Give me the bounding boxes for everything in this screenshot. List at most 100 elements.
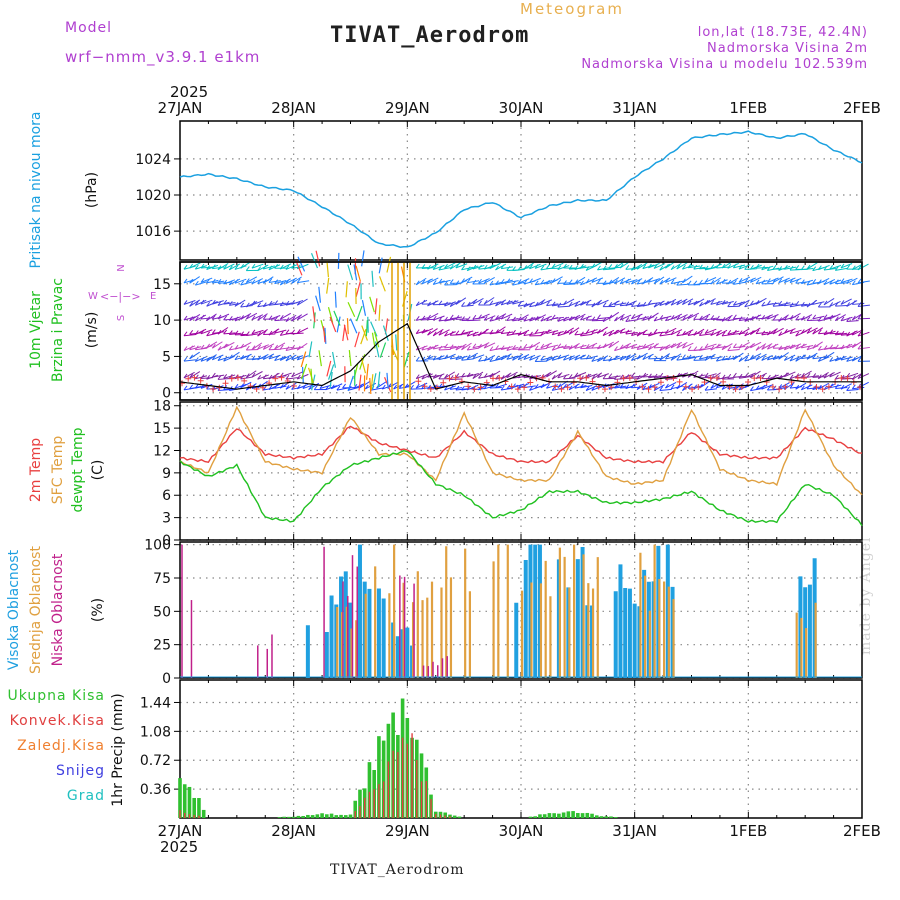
wind-barb-tick bbox=[710, 354, 715, 360]
wind-barb bbox=[738, 264, 751, 270]
wind-barb-tick bbox=[574, 355, 579, 361]
wind-barb bbox=[818, 356, 830, 362]
conv-precip-bar bbox=[420, 781, 423, 818]
wind-barb-tick bbox=[642, 343, 647, 349]
conv-precip-bar bbox=[354, 811, 356, 818]
conv-precip-bar bbox=[373, 789, 375, 818]
wind-barb-tick bbox=[540, 331, 545, 336]
wind-barb-tick bbox=[670, 343, 675, 349]
wind-barb bbox=[586, 355, 598, 360]
wind-barb bbox=[648, 302, 661, 305]
wind-barb-tick bbox=[738, 301, 743, 307]
wind-barb-tick bbox=[648, 277, 652, 283]
wind-barb bbox=[517, 329, 530, 336]
wind-barb-tick bbox=[534, 280, 539, 286]
wind-barb-tick bbox=[455, 330, 460, 336]
wind-gust-mark bbox=[676, 378, 683, 385]
wind-barb-tick bbox=[200, 329, 205, 335]
wind-barb-tick bbox=[800, 301, 805, 307]
date-label-top: 29JAN bbox=[385, 99, 430, 117]
wind-barb bbox=[189, 346, 202, 351]
wind-barb-tick bbox=[619, 328, 624, 334]
wind-gust-mark bbox=[564, 384, 571, 391]
wind-barb-tick bbox=[659, 386, 664, 391]
wind-barb-storm bbox=[300, 363, 308, 380]
wind-barb bbox=[551, 276, 563, 283]
wind-barb-tick bbox=[517, 301, 522, 307]
wind-barb bbox=[659, 388, 672, 391]
wind-barb bbox=[455, 318, 468, 320]
wind-barb-tick bbox=[506, 266, 511, 271]
wind-barb-tick bbox=[285, 265, 290, 270]
wind-barb-tick bbox=[529, 355, 533, 361]
wind-barb bbox=[274, 319, 287, 322]
wind-barb bbox=[574, 333, 587, 336]
wind-barb-tick bbox=[217, 301, 222, 306]
wind-barb-tick bbox=[608, 331, 613, 337]
wind-barb-storm bbox=[354, 331, 360, 348]
wind-barb-tick bbox=[495, 301, 499, 307]
wind-barb-tick bbox=[189, 354, 194, 360]
wind-barb bbox=[546, 355, 558, 362]
wind-barb-tick bbox=[761, 279, 766, 285]
total-precip-bar bbox=[367, 762, 372, 818]
wind-barb bbox=[229, 278, 241, 286]
wind-barb-tick bbox=[642, 301, 647, 307]
wind-barb-tick bbox=[557, 354, 562, 360]
wind-barb-tick bbox=[710, 331, 715, 336]
wind-barb-tick bbox=[716, 263, 720, 269]
wind-barb bbox=[585, 385, 598, 392]
wind-barb-tick bbox=[761, 265, 766, 271]
wind-barb-tick bbox=[268, 300, 273, 306]
model-name: wrf−nmm_v3.9.1 e1km bbox=[65, 48, 261, 66]
wind-barb-storm bbox=[353, 264, 358, 281]
wind-barb bbox=[223, 374, 236, 379]
wind-barb-tick bbox=[659, 301, 664, 306]
wind-barb bbox=[348, 386, 360, 391]
wind-barb-tick bbox=[625, 355, 630, 361]
wind-barb-tick bbox=[506, 331, 511, 336]
wind-barb-tick bbox=[568, 316, 573, 321]
wind-barb-tick bbox=[619, 374, 624, 380]
wind-barb-tick bbox=[732, 355, 737, 361]
compass-arrow: <−|−> bbox=[100, 290, 141, 303]
wind-barb-tick bbox=[580, 331, 584, 337]
wind-barb bbox=[568, 314, 581, 321]
wind-barb-tick bbox=[500, 345, 505, 350]
wind-barb-tick bbox=[240, 302, 245, 308]
wind-barb-tick bbox=[857, 357, 862, 362]
wind-barb-tick bbox=[461, 329, 465, 335]
wind-barb bbox=[223, 302, 236, 305]
panel-frame bbox=[179, 120, 863, 261]
wind-barb-tick bbox=[574, 372, 579, 378]
wind-barb-tick bbox=[489, 300, 494, 306]
wind-barb-tick bbox=[291, 344, 296, 350]
wind-barb-tick bbox=[483, 328, 488, 334]
wind-barb-tick bbox=[687, 263, 692, 269]
wind-barb bbox=[535, 347, 548, 351]
conv-precip-bar bbox=[439, 814, 442, 818]
wind-barb-tick bbox=[540, 279, 545, 285]
wind-barb bbox=[523, 333, 536, 337]
wind-barb bbox=[699, 267, 712, 270]
wind-barb-tick bbox=[778, 278, 783, 284]
wind-gust-mark bbox=[782, 383, 789, 390]
wind-barb-tick bbox=[234, 383, 239, 389]
wind-barb bbox=[466, 265, 479, 272]
wind-barb bbox=[687, 355, 700, 360]
wind-barb bbox=[642, 353, 654, 360]
wind-barb bbox=[552, 316, 565, 320]
wind-barb bbox=[619, 278, 632, 285]
wind-barb bbox=[733, 317, 746, 320]
wind-barb bbox=[619, 342, 632, 350]
wind-barb-tick bbox=[291, 279, 296, 284]
wind-barb-tick bbox=[710, 300, 715, 305]
wind-barb-tick bbox=[359, 383, 363, 389]
wind-barb bbox=[257, 374, 269, 380]
wind-barb bbox=[625, 319, 638, 322]
wind-barb-tick bbox=[574, 344, 579, 349]
wind-barb-tick bbox=[829, 372, 834, 378]
wind-barb-tick bbox=[285, 346, 290, 351]
wind-barb-tick bbox=[206, 278, 211, 284]
ytick-label: 18 bbox=[153, 399, 171, 415]
